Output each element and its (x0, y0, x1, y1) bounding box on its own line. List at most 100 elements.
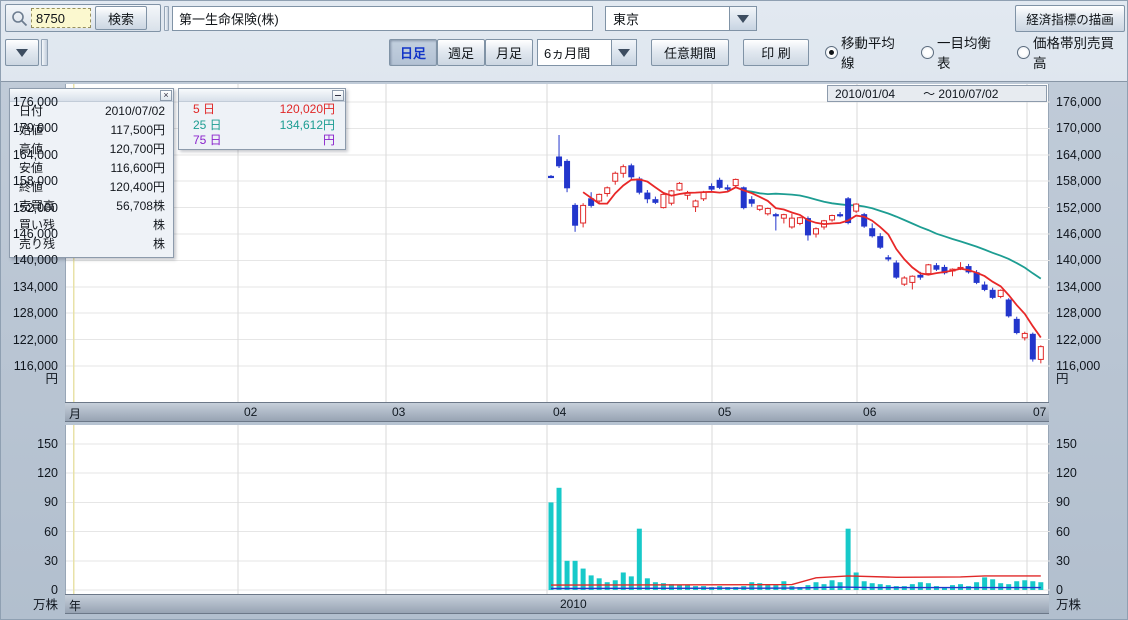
volume-axis-unit: 万株 (1056, 598, 1082, 612)
price-axis-tick: 122,000 (12, 332, 58, 347)
month-label: 07 (1032, 405, 1047, 419)
tab-weekly[interactable]: 週足 (437, 39, 485, 66)
exchange-select-value: 東京 (613, 12, 640, 27)
ma-label: 5 日 (193, 102, 216, 116)
moving-average-legend-box[interactable]: 5 日 120,020円 25 日 134,612円 75 日 円 (178, 88, 346, 150)
radio-unselected-icon (1017, 45, 1031, 59)
candles (548, 135, 1044, 364)
info-label: 売買高 (19, 199, 56, 213)
info-box-titlebar[interactable]: × (10, 89, 173, 102)
month-axis-bar[interactable]: 月 02 03 04 05 06 07 (65, 402, 1049, 422)
radio-volume-by-price[interactable]: 価格帯別売買高 (1017, 32, 1127, 72)
date-range-separator: ～ (923, 87, 936, 101)
minimize-icon[interactable] (332, 90, 344, 101)
info-label: 安値 (19, 161, 44, 175)
volume-axis-tick: 150 (1056, 437, 1077, 451)
price-axis-tick: 140,000 (1056, 253, 1102, 268)
info-value: 120,700円 (109, 142, 165, 156)
price-axis-unit: 円 (45, 372, 58, 386)
radio-label: 一目均衡表 (936, 36, 991, 71)
search-icon (12, 10, 28, 26)
ma-label: 75 日 (193, 133, 222, 147)
ohlc-info-box[interactable]: × 日付 2010/07/02 始値 117,500円 高値 120,700円 安値 1… (9, 88, 174, 258)
tab-monthly[interactable]: 月足 (485, 39, 533, 66)
search-button[interactable]: 検索 (95, 6, 147, 30)
custom-period-button[interactable]: 任意期間 (651, 39, 729, 66)
info-value: 116,600円 (110, 161, 166, 175)
price-axis-tick: 152,000 (12, 200, 58, 215)
ma-legend-titlebar[interactable] (179, 89, 345, 102)
volume-axis-tick: 0 (51, 583, 58, 597)
ma5-line (582, 178, 1042, 339)
radio-moving-average[interactable]: 移動平均線 (825, 32, 908, 72)
price-gridlines (66, 84, 1050, 402)
panel-splitter-handle[interactable] (41, 39, 48, 66)
draw-economic-indicator-button[interactable]: 経済指標の描画 (1015, 5, 1125, 32)
chevron-down-icon (16, 48, 28, 57)
exchange-select[interactable]: 東京 (605, 6, 757, 31)
volume-bars (548, 487, 1044, 590)
info-label: 買い残 (19, 218, 56, 232)
chevron-down-icon (737, 14, 749, 23)
print-button[interactable]: 印 刷 (743, 39, 809, 66)
info-value: 株 (152, 237, 165, 251)
price-axis-tick: 176,000 (12, 95, 58, 109)
overlay-mode-radio-group: 移動平均線 一目均衡表 価格帯別売買高 (825, 36, 1127, 71)
collapse-panel-button[interactable] (5, 39, 39, 66)
exchange-select-arrow[interactable] (729, 7, 756, 30)
period-select-arrow[interactable] (611, 40, 636, 65)
radio-label: 価格帯別売買高 (1033, 36, 1115, 71)
toolbar-divider (164, 6, 169, 31)
volume-axis-tick: 60 (1056, 524, 1070, 539)
year-bar-label: 年 (69, 599, 82, 613)
stock-name-field[interactable]: 第一生命保険(株) (172, 6, 593, 31)
period-select[interactable]: 6ヵ月間 (537, 39, 637, 66)
price-axis-unit: 円 (1056, 372, 1069, 386)
volume-axis-tick: 90 (44, 495, 58, 510)
info-label: 始値 (19, 123, 44, 137)
month-label: 03 (391, 405, 406, 419)
volume-axis-tick: 0 (1056, 583, 1063, 597)
date-range-end: 2010/07/02 (938, 86, 999, 101)
price-axis-tick: 170,000 (12, 121, 58, 136)
price-axis-tick: 122,000 (1056, 332, 1102, 347)
month-label: 04 (552, 405, 567, 419)
volume-axis-tick: 120 (1056, 466, 1077, 481)
price-axis-tick: 116,000 (13, 359, 58, 373)
ma-label: 25 日 (193, 117, 222, 132)
stock-code-input[interactable] (31, 8, 91, 28)
price-axis-tick: 146,000 (12, 227, 58, 241)
volume-chart-plot[interactable] (65, 425, 1050, 594)
info-label: 高値 (19, 142, 44, 156)
info-value: 56,708株 (116, 199, 165, 213)
volume-axis-unit: 万株 (32, 598, 58, 612)
ma25-line (743, 189, 1042, 280)
volume-axis-tick: 30 (44, 553, 58, 568)
chart-panel: 2010/01/04 ～ 2010/07/02 × 日付 2010/07/02 始… (1, 81, 1127, 619)
price-axis-tick: 158,000 (1056, 174, 1102, 189)
volume-axis-tick: 150 (37, 437, 58, 451)
month-label: 06 (863, 405, 877, 419)
price-axis-tick: 146,000 (1056, 227, 1102, 241)
year-axis-bar[interactable]: 年 2010 (65, 594, 1049, 614)
radio-ichimoku[interactable]: 一目均衡表 (921, 32, 1004, 72)
price-axis-tick: 158,000 (12, 174, 58, 189)
price-axis-tick: 164,000 (12, 147, 58, 162)
date-range-start: 2010/01/04 (835, 86, 896, 101)
info-label: 売り残 (19, 237, 56, 251)
volume-overlay-line-1 (550, 586, 1041, 590)
ma-value: 120,020円 (279, 102, 335, 116)
price-axis-tick: 164,000 (1056, 147, 1102, 162)
volume-axis-tick: 60 (44, 524, 58, 539)
volume-chart (66, 425, 1050, 594)
period-select-value: 6ヵ月間 (544, 46, 591, 61)
tab-daily[interactable]: 日足 (389, 39, 437, 66)
price-axis-tick: 134,000 (1056, 279, 1102, 294)
volume-overlay-line-0 (550, 575, 1041, 586)
price-axis-tick: 128,000 (1056, 306, 1102, 321)
info-value: 117,500円 (110, 123, 166, 137)
close-icon[interactable]: × (160, 90, 172, 101)
chevron-down-icon (618, 48, 630, 57)
ma-value: 134,612円 (279, 117, 335, 132)
